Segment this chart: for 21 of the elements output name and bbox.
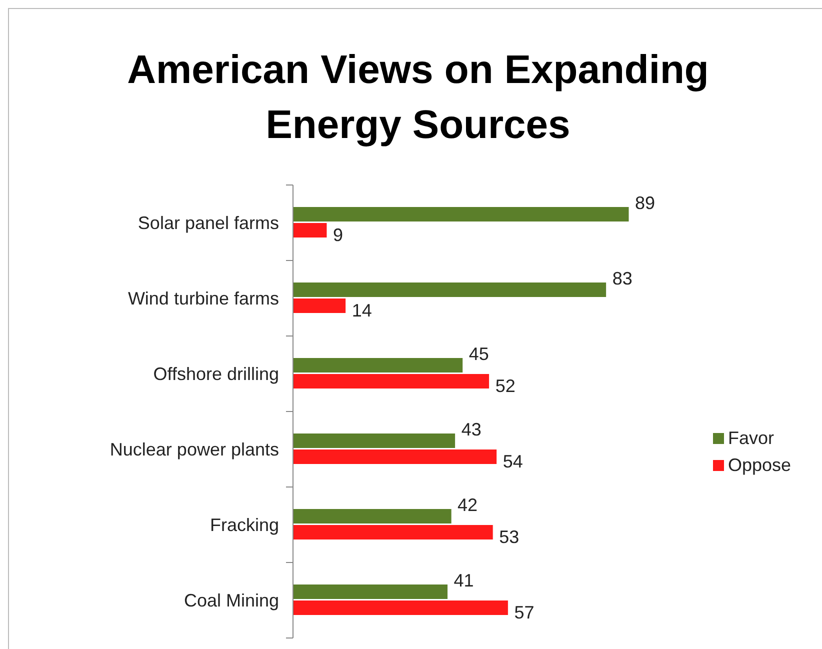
y-tick-label: Solar panel farms bbox=[138, 212, 279, 233]
y-tick-label: Offshore drilling bbox=[153, 364, 279, 384]
y-tick-label: Nuclear power plants bbox=[110, 439, 279, 460]
data-label: 54 bbox=[502, 451, 523, 472]
data-label: 43 bbox=[461, 419, 482, 440]
data-label: 9 bbox=[332, 224, 343, 245]
data-label: 42 bbox=[458, 494, 478, 515]
legend-label: Oppose bbox=[728, 455, 792, 475]
data-label: 57 bbox=[514, 602, 534, 622]
y-tick-label: Wind turbine farms bbox=[128, 288, 279, 308]
legend-label: Favor bbox=[728, 428, 774, 448]
data-label: 41 bbox=[454, 570, 474, 590]
data-label: 53 bbox=[499, 526, 520, 547]
data-label: 83 bbox=[612, 268, 632, 288]
data-label: 14 bbox=[352, 300, 372, 320]
y-tick-label: Fracking bbox=[210, 514, 279, 535]
y-tick-label: Coal Mining bbox=[184, 590, 279, 610]
chart-title: American Views on Expanding Energy Sources bbox=[127, 48, 709, 147]
data-label: 52 bbox=[495, 376, 516, 396]
data-label: 45 bbox=[468, 344, 489, 364]
data-label: 89 bbox=[635, 192, 656, 213]
